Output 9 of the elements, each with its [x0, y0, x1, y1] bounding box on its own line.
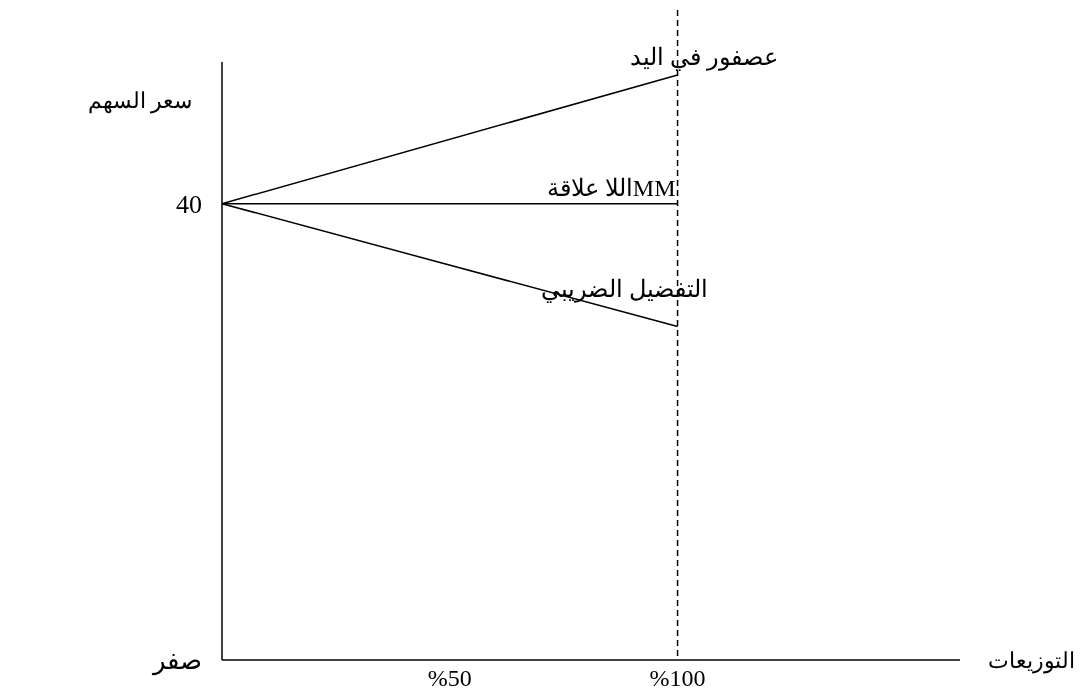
- text: صفر: [151, 646, 202, 676]
- series-label: MMاللا علاقة: [546, 174, 676, 201]
- y-axis-title: سعر السهم: [87, 88, 193, 114]
- x-tick-label: %100: [649, 665, 706, 691]
- annotation: 40: [176, 189, 202, 219]
- series-label: التفضيل الضريبي: [540, 275, 708, 303]
- x-axis-title: التوزيعات: [988, 648, 1075, 674]
- series-label: عصفور في اليد: [629, 44, 778, 71]
- x-tick-label: %50: [427, 665, 472, 691]
